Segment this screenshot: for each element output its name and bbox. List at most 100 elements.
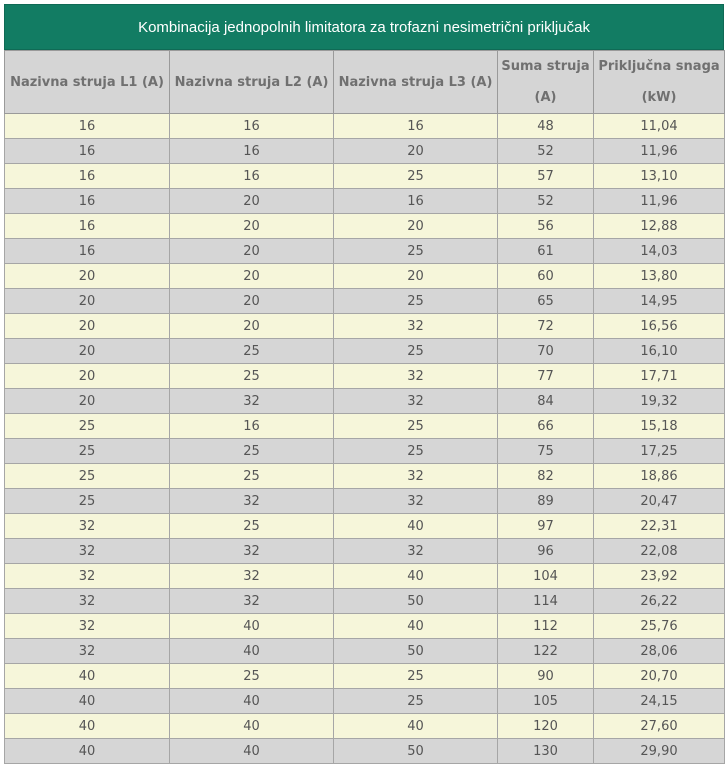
cell-l2-current: 40 xyxy=(169,613,334,639)
cell-l1-current: 32 xyxy=(4,638,170,664)
cell-l3-current: 50 xyxy=(333,638,498,664)
table-row: 32 32 40 104 23,92 xyxy=(4,563,725,589)
cell-current-sum: 114 xyxy=(497,588,594,614)
cell-connection-power: 20,70 xyxy=(593,663,725,689)
cell-l2-current: 16 xyxy=(169,113,334,139)
table-row: 20 20 25 65 14,95 xyxy=(4,288,725,314)
table-row: 40 40 40 120 27,60 xyxy=(4,713,725,739)
cell-connection-power: 15,18 xyxy=(593,413,725,439)
cell-current-sum: 52 xyxy=(497,138,594,164)
cell-current-sum: 122 xyxy=(497,638,594,664)
cell-l3-current: 50 xyxy=(333,588,498,614)
cell-l3-current: 25 xyxy=(333,688,498,714)
cell-l3-current: 20 xyxy=(333,138,498,164)
cell-l1-current: 25 xyxy=(4,488,170,514)
header-line: (kW) xyxy=(641,90,677,105)
cell-l3-current: 25 xyxy=(333,238,498,264)
cell-l2-current: 32 xyxy=(169,388,334,414)
cell-l1-current: 16 xyxy=(4,138,170,164)
cell-l2-current: 20 xyxy=(169,288,334,314)
cell-l3-current: 20 xyxy=(333,213,498,239)
table-row: 25 25 32 82 18,86 xyxy=(4,463,725,489)
cell-l1-current: 32 xyxy=(4,563,170,589)
cell-connection-power: 16,56 xyxy=(593,313,725,339)
cell-l1-current: 20 xyxy=(4,388,170,414)
cell-current-sum: 84 xyxy=(497,388,594,414)
cell-connection-power: 29,90 xyxy=(593,738,725,764)
cell-l3-current: 32 xyxy=(333,388,498,414)
cell-l1-current: 16 xyxy=(4,188,170,214)
table-row: 20 32 32 84 19,32 xyxy=(4,388,725,414)
cell-connection-power: 11,04 xyxy=(593,113,725,139)
header-connection-power: Priključna snaga (kW) xyxy=(593,50,725,114)
header-line: (A) xyxy=(534,90,557,105)
table-row: 32 40 40 112 25,76 xyxy=(4,613,725,639)
table-row: 20 25 25 70 16,10 xyxy=(4,338,725,364)
cell-l3-current: 50 xyxy=(333,738,498,764)
cell-l1-current: 16 xyxy=(4,238,170,264)
cell-l3-current: 25 xyxy=(333,288,498,314)
cell-l3-current: 25 xyxy=(333,413,498,439)
cell-current-sum: 82 xyxy=(497,463,594,489)
cell-l1-current: 16 xyxy=(4,163,170,189)
cell-l2-current: 32 xyxy=(169,488,334,514)
table-row: 20 20 32 72 16,56 xyxy=(4,313,725,339)
table-body: 16 16 16 48 11,04 16 16 20 52 11,96 16 16 25 57 13,10 1… xyxy=(4,113,725,764)
cell-l3-current: 25 xyxy=(333,338,498,364)
table-row: 40 40 50 130 29,90 xyxy=(4,738,725,764)
cell-connection-power: 22,31 xyxy=(593,513,725,539)
cell-l3-current: 25 xyxy=(333,438,498,464)
table-title: Kombinacija jednopolnih limitatora za tr… xyxy=(4,4,724,50)
cell-l1-current: 40 xyxy=(4,713,170,739)
cell-connection-power: 27,60 xyxy=(593,713,725,739)
cell-connection-power: 13,10 xyxy=(593,163,725,189)
cell-l2-current: 32 xyxy=(169,563,334,589)
cell-current-sum: 72 xyxy=(497,313,594,339)
table-row: 32 32 32 96 22,08 xyxy=(4,538,725,564)
table-row: 20 25 32 77 17,71 xyxy=(4,363,725,389)
cell-l3-current: 16 xyxy=(333,113,498,139)
cell-connection-power: 22,08 xyxy=(593,538,725,564)
cell-connection-power: 17,71 xyxy=(593,363,725,389)
cell-l1-current: 20 xyxy=(4,263,170,289)
cell-l3-current: 32 xyxy=(333,463,498,489)
cell-current-sum: 97 xyxy=(497,513,594,539)
cell-l2-current: 16 xyxy=(169,413,334,439)
table-row: 16 16 20 52 11,96 xyxy=(4,138,725,164)
cell-current-sum: 48 xyxy=(497,113,594,139)
cell-l3-current: 32 xyxy=(333,313,498,339)
cell-l3-current: 32 xyxy=(333,488,498,514)
cell-current-sum: 52 xyxy=(497,188,594,214)
cell-l1-current: 40 xyxy=(4,663,170,689)
cell-l1-current: 32 xyxy=(4,538,170,564)
cell-l1-current: 32 xyxy=(4,613,170,639)
cell-l2-current: 40 xyxy=(169,638,334,664)
cell-l2-current: 20 xyxy=(169,238,334,264)
cell-current-sum: 112 xyxy=(497,613,594,639)
cell-l3-current: 20 xyxy=(333,263,498,289)
cell-current-sum: 77 xyxy=(497,363,594,389)
cell-connection-power: 23,92 xyxy=(593,563,725,589)
cell-current-sum: 105 xyxy=(497,688,594,714)
cell-current-sum: 66 xyxy=(497,413,594,439)
table-row: 16 20 20 56 12,88 xyxy=(4,213,725,239)
cell-connection-power: 17,25 xyxy=(593,438,725,464)
cell-l2-current: 20 xyxy=(169,188,334,214)
cell-current-sum: 56 xyxy=(497,213,594,239)
cell-l2-current: 32 xyxy=(169,538,334,564)
cell-connection-power: 11,96 xyxy=(593,188,725,214)
cell-l1-current: 40 xyxy=(4,738,170,764)
cell-l2-current: 16 xyxy=(169,163,334,189)
limiter-combinations-table: Nazivna struja L1 (A) Nazivna struja L2 … xyxy=(4,50,725,764)
cell-connection-power: 28,06 xyxy=(593,638,725,664)
table-row: 16 16 16 48 11,04 xyxy=(4,113,725,139)
cell-l2-current: 40 xyxy=(169,738,334,764)
cell-l2-current: 25 xyxy=(169,513,334,539)
cell-connection-power: 14,95 xyxy=(593,288,725,314)
table-row: 16 20 16 52 11,96 xyxy=(4,188,725,214)
header-line: Nazivna struja L1 (A) xyxy=(10,74,164,90)
cell-current-sum: 90 xyxy=(497,663,594,689)
cell-l1-current: 32 xyxy=(4,513,170,539)
cell-l2-current: 20 xyxy=(169,313,334,339)
cell-l2-current: 25 xyxy=(169,663,334,689)
